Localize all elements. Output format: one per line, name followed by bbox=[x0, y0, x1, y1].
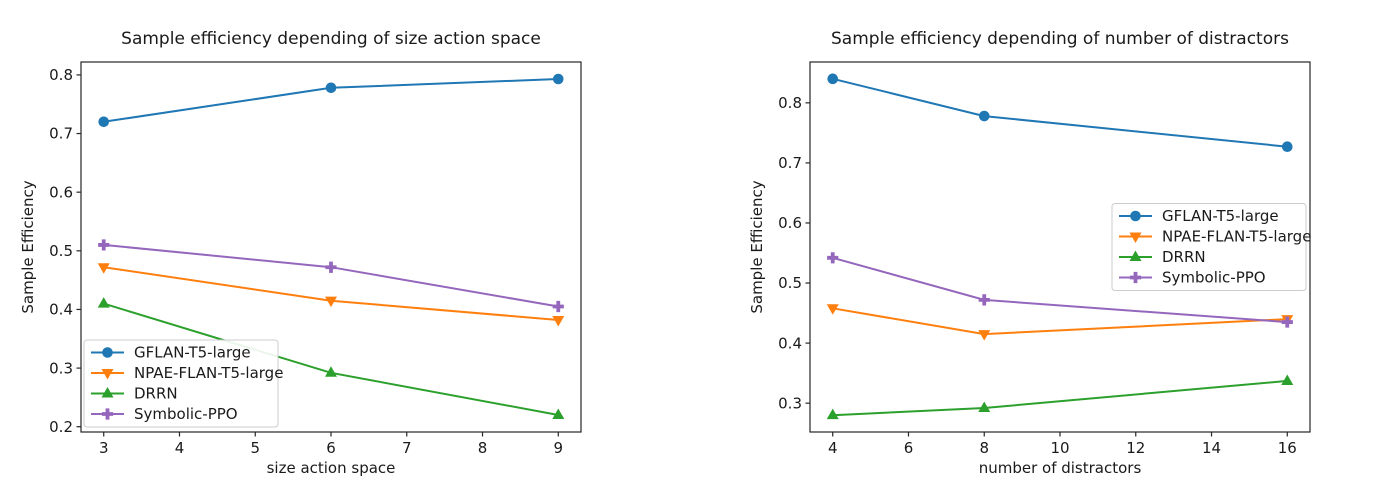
marker-GFLAN-T5-large bbox=[1281, 141, 1293, 152]
y-tick-label: 0.6 bbox=[49, 183, 73, 201]
marker-DRRN bbox=[325, 366, 337, 377]
x-tick-label: 10 bbox=[1050, 439, 1069, 457]
marker-DRRN bbox=[97, 297, 110, 308]
marker-DRRN bbox=[552, 408, 565, 419]
marker-Symbolic-PPO bbox=[325, 261, 337, 273]
y-tick-label: 0.6 bbox=[778, 214, 802, 232]
chart-title: Sample efficiency depending of number of… bbox=[831, 29, 1289, 49]
legend-marker-Symbolic-PPO bbox=[101, 408, 114, 420]
marker-GFLAN-T5-large bbox=[978, 110, 990, 122]
y-tick-label: 0.5 bbox=[49, 242, 73, 260]
legend-label-GFLAN-T5-large: GFLAN-T5-large bbox=[134, 344, 251, 362]
y-tick-label: 0.8 bbox=[778, 94, 802, 112]
x-tick-label: 8 bbox=[979, 439, 989, 457]
series-line-GFLAN-T5-large bbox=[832, 77, 1288, 148]
x-tick-label: 16 bbox=[1278, 439, 1297, 457]
marker-GFLAN-T5-large bbox=[827, 73, 839, 85]
marker-NPAE-FLAN-T5-large bbox=[325, 296, 337, 308]
y-tick-label: 0.8 bbox=[49, 66, 73, 84]
marker-Symbolic-PPO bbox=[827, 252, 839, 264]
x-tick-label: 5 bbox=[250, 439, 260, 457]
legend-marker-GFLAN-T5-large bbox=[1130, 210, 1141, 222]
marker-NPAE-FLAN-T5-large bbox=[552, 316, 565, 327]
legend-marker-GFLAN-T5-large bbox=[102, 347, 113, 358]
plot-canvas-size-action-space: 3 4 5 6 7 8 9 0.2 0.3 0.4 0.5 0.6 0.7 0.8 GFLAN-T5-lar… bbox=[49, 61, 582, 457]
marker-NPAE-FLAN-T5-large bbox=[826, 304, 839, 315]
series-line-NPAE-FLAN-T5-large bbox=[103, 266, 559, 321]
series-line-DRRN bbox=[832, 379, 1288, 417]
legend-marker-NPAE-FLAN-T5-large bbox=[1129, 232, 1142, 243]
marker-Symbolic-PPO bbox=[552, 300, 564, 313]
y-axis-label: Sample Efficiency bbox=[19, 180, 37, 314]
legend-marker-DRRN bbox=[1129, 250, 1142, 261]
x-tick-label: 14 bbox=[1202, 439, 1221, 457]
legend-box bbox=[1111, 203, 1307, 291]
x-axis-label: size action space bbox=[266, 459, 396, 477]
legend-label-NPAE-FLAN-T5-large: NPAE-FLAN-T5-large bbox=[134, 364, 283, 382]
x-tick-label: 3 bbox=[99, 439, 109, 457]
y-tick-label: 0.2 bbox=[49, 418, 73, 436]
marker-NPAE-FLAN-T5-large bbox=[97, 263, 110, 274]
marker-Symbolic-PPO bbox=[978, 294, 990, 306]
legend-marker-DRRN bbox=[101, 387, 114, 398]
marker-Symbolic-PPO bbox=[98, 239, 110, 251]
y-tick-label: 0.4 bbox=[49, 301, 73, 319]
x-tick-label: 6 bbox=[904, 439, 914, 457]
legend-label-GFLAN-T5-large: GFLAN-T5-large bbox=[1162, 207, 1279, 225]
y-tick-label: 0.3 bbox=[49, 359, 73, 377]
x-tick-label: 4 bbox=[175, 439, 185, 457]
marker-GFLAN-T5-large bbox=[552, 73, 564, 85]
marker-DRRN bbox=[826, 408, 839, 420]
legend-box bbox=[83, 339, 279, 428]
y-tick-label: 0.7 bbox=[49, 125, 73, 143]
x-tick-label: 7 bbox=[402, 439, 412, 457]
marker-Symbolic-PPO bbox=[1281, 316, 1293, 328]
chart-title: Sample efficiency depending of size acti… bbox=[121, 29, 541, 49]
x-tick-label: 6 bbox=[326, 439, 336, 457]
legend-label-Symbolic-PPO: Symbolic-PPO bbox=[134, 405, 238, 423]
legend-label-Symbolic-PPO: Symbolic-PPO bbox=[1162, 269, 1266, 287]
plot-canvas-number-of-distractors: 4 6 8 10 12 14 16 0.3 0.4 0.5 0.6 0.7 0.8 GFLAN-T5-la… bbox=[778, 61, 1311, 457]
y-axis-label: Sample Efficiency bbox=[748, 180, 766, 314]
y-tick-label: 0.4 bbox=[778, 334, 802, 352]
marker-NPAE-FLAN-T5-large bbox=[978, 330, 991, 341]
x-axis-label: number of distractors bbox=[978, 459, 1142, 477]
legend-marker-NPAE-FLAN-T5-large bbox=[101, 369, 114, 380]
chart-number-of-distractors: 4 6 8 10 12 14 16 0.3 0.4 0.5 0.6 0.7 0.8 GFLAN-T5-la… bbox=[690, 0, 1380, 488]
legend-label-DRRN: DRRN bbox=[1162, 248, 1206, 266]
chart-size-action-space: 3 4 5 6 7 8 9 0.2 0.3 0.4 0.5 0.6 0.7 0.8 GFLAN-T5-lar… bbox=[19, 29, 582, 477]
marker-DRRN bbox=[978, 401, 991, 412]
y-tick-label: 0.3 bbox=[778, 394, 802, 412]
legend-marker-Symbolic-PPO bbox=[1129, 271, 1142, 284]
x-tick-label: 4 bbox=[828, 439, 838, 457]
x-tick-label: 12 bbox=[1126, 439, 1145, 457]
legend-label-DRRN: DRRN bbox=[134, 385, 178, 403]
y-tick-label: 0.7 bbox=[778, 154, 802, 172]
x-tick-label: 9 bbox=[553, 439, 563, 457]
marker-GFLAN-T5-large bbox=[98, 116, 110, 128]
legend-label-NPAE-FLAN-T5-large: NPAE-FLAN-T5-large bbox=[1162, 228, 1311, 246]
marker-GFLAN-T5-large bbox=[325, 82, 337, 94]
marker-DRRN bbox=[1281, 374, 1294, 385]
x-tick-label: 8 bbox=[478, 439, 488, 457]
y-tick-label: 0.5 bbox=[778, 274, 802, 292]
series-line-NPAE-FLAN-T5-large bbox=[832, 307, 1288, 336]
